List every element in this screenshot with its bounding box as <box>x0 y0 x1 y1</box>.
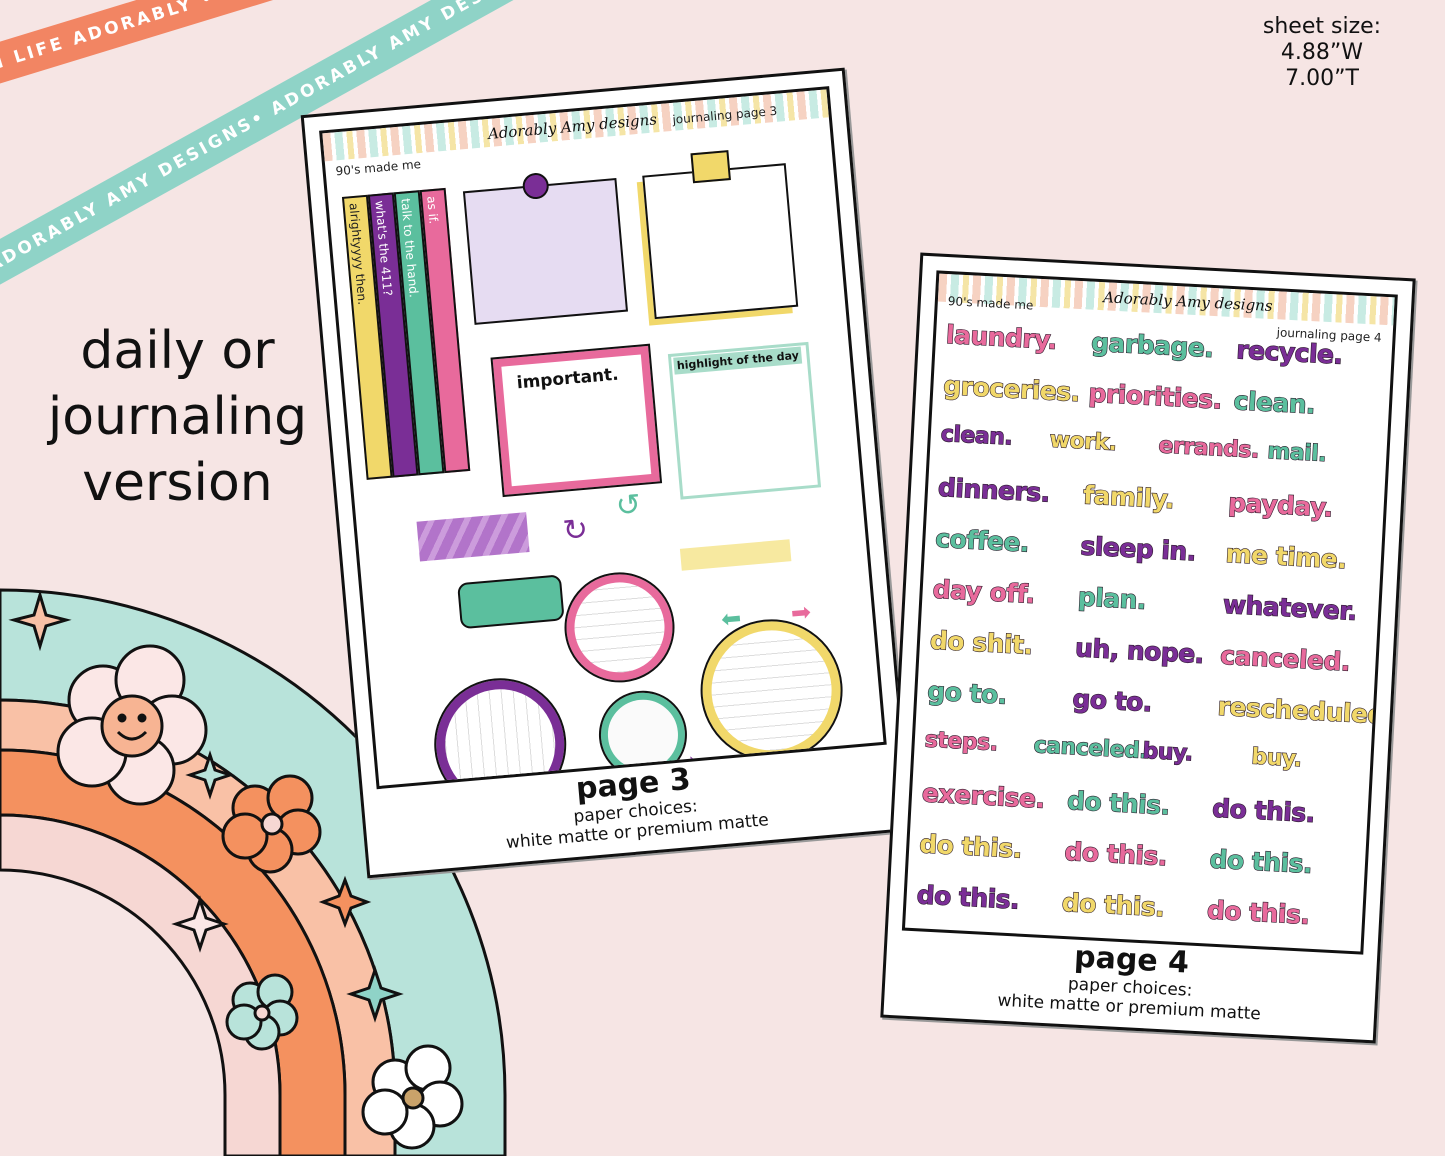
sticky-note-clip <box>642 163 799 320</box>
sticky-note-purple <box>462 177 629 325</box>
word-sticker: do this. <box>1063 836 1168 872</box>
word-sticker: buy. <box>1250 744 1303 773</box>
sheet-4-sticker-area: 90's made me Adorably Amy designs journa… <box>901 270 1398 955</box>
word-sticker: do this. <box>1208 844 1313 880</box>
sheet-size-height: 7.00”T <box>1285 66 1359 91</box>
word-sticker: coffee. <box>934 523 1030 558</box>
word-sticker: do this. <box>1206 895 1311 931</box>
word-sticker: go to. <box>926 676 1008 710</box>
word-sticker: do this. <box>918 829 1023 865</box>
word-sticker: family. <box>1082 480 1176 515</box>
word-sticker: whatever. <box>1222 589 1358 626</box>
word-sticker: do this. <box>915 880 1020 916</box>
word-sticker: work. <box>1048 427 1118 457</box>
word-sticker: clean. <box>940 421 1014 451</box>
word-sticker: do this. <box>1061 887 1166 923</box>
word-sticker: sleep in. <box>1079 531 1197 567</box>
sticker-sheet-page-3: 90's made me Adorably Amy designs journa… <box>300 67 912 879</box>
word-sticker: payday. <box>1227 487 1334 523</box>
curved-arrow-icon: ↺ <box>614 488 643 524</box>
grid-circle-pink <box>559 567 680 687</box>
word-sticker: plan. <box>1077 582 1148 616</box>
arrow-right-icon: ➡ <box>789 598 813 628</box>
word-sticker: recycle. <box>1235 335 1344 371</box>
flower-orange-icon <box>221 774 322 874</box>
sparkle-icon <box>8 589 72 652</box>
word-sticker: buy. <box>1141 738 1194 767</box>
word-sticker: go to. <box>1071 684 1153 718</box>
word-sticker: canceled. <box>1032 733 1148 765</box>
sparkle-icon <box>318 875 372 929</box>
word-sticker: do this. <box>1066 785 1171 821</box>
word-sticker: clean. <box>1232 386 1316 420</box>
sparkle-icon <box>171 895 229 953</box>
word-sticker: do this. <box>1211 793 1316 829</box>
sheet-size-label: sheet size: <box>1262 14 1382 39</box>
word-sticker: errands. <box>1157 433 1260 464</box>
flower-mint-icon <box>225 973 299 1051</box>
sparkle-icon <box>185 750 235 800</box>
quote-strip-label: as if. <box>424 195 441 225</box>
headline: daily or journaling version <box>0 318 355 516</box>
sparkle-icon <box>346 965 404 1023</box>
word-sticker: priorities. <box>1087 378 1223 415</box>
word-sticker: do shit. <box>929 625 1034 661</box>
flower-white-icon <box>361 1044 464 1150</box>
binder-clip-icon <box>690 150 731 184</box>
headline-line-1: daily or <box>80 321 275 381</box>
stanley-cup-icon <box>457 574 565 630</box>
grid-circle-yellow <box>694 613 849 768</box>
sheet-theme-label: 90's made me <box>335 156 422 179</box>
flower-smiley-icon <box>56 644 208 806</box>
headline-line-3: version <box>82 453 273 513</box>
word-sticker: steps. <box>924 727 999 757</box>
word-sticker: rescheduled. <box>1216 691 1395 730</box>
sticker-sheet-page-4: 90's made me Adorably Amy designs journa… <box>880 252 1416 1044</box>
highlighter-swash-purple <box>416 512 530 562</box>
grid-circle-purple <box>428 672 572 790</box>
word-sticker: garbage. <box>1090 327 1215 364</box>
headline-line-2: journaling <box>47 387 308 447</box>
word-sticker: laundry. <box>945 319 1058 355</box>
word-sticker: groceries. <box>942 370 1081 408</box>
rainbow-illustration <box>0 588 507 1156</box>
sheet-size-width: 4.88”W <box>1280 40 1364 65</box>
sheet-size-info: sheet size: 4.88”W 7.00”T <box>1247 14 1397 92</box>
arrow-left-icon: ⬅ <box>720 604 743 634</box>
word-sticker: canceled. <box>1219 640 1351 677</box>
highlighter-swash-yellow <box>679 539 792 571</box>
word-sticker: exercise. <box>921 778 1046 815</box>
word-sticker: me time. <box>1224 538 1348 575</box>
word-sticker: uh, nope. <box>1074 633 1205 670</box>
sheet-3-sticker-area: 90's made me Adorably Amy designs journa… <box>319 86 887 790</box>
word-sticker: day off. <box>931 574 1036 610</box>
word-sticker: mail. <box>1266 438 1327 468</box>
word-sticker: dinners. <box>937 472 1051 508</box>
curved-arrow-icon: ↻ <box>561 512 590 548</box>
